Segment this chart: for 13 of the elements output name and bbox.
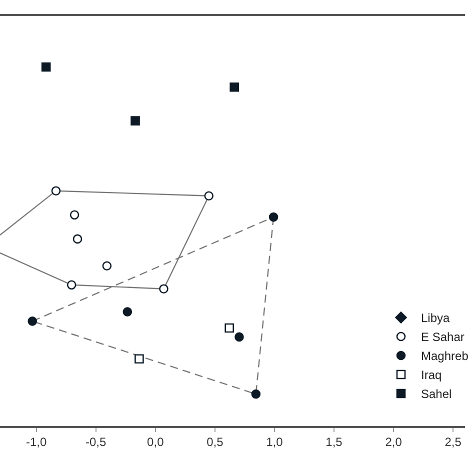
x-tick-label: 0,0 [147,435,164,450]
legend-label: Iraq [421,368,442,382]
x-tick-label: 2,5 [444,435,462,450]
x-tick-label: -0,5 [86,435,107,450]
x-tick-label: 1,5 [326,435,343,450]
legend-label: E Sahar [421,330,464,344]
x-tick-label: 0,5 [206,435,224,450]
x-tick-label: 1,0 [266,435,284,450]
x-tick-label: 2,0 [385,435,402,450]
x-tick-label: -1,0 [26,435,47,450]
legend-label: Maghreb [421,349,469,364]
legend-label: Libya [421,311,450,326]
legend-label: Sahel [421,387,452,402]
